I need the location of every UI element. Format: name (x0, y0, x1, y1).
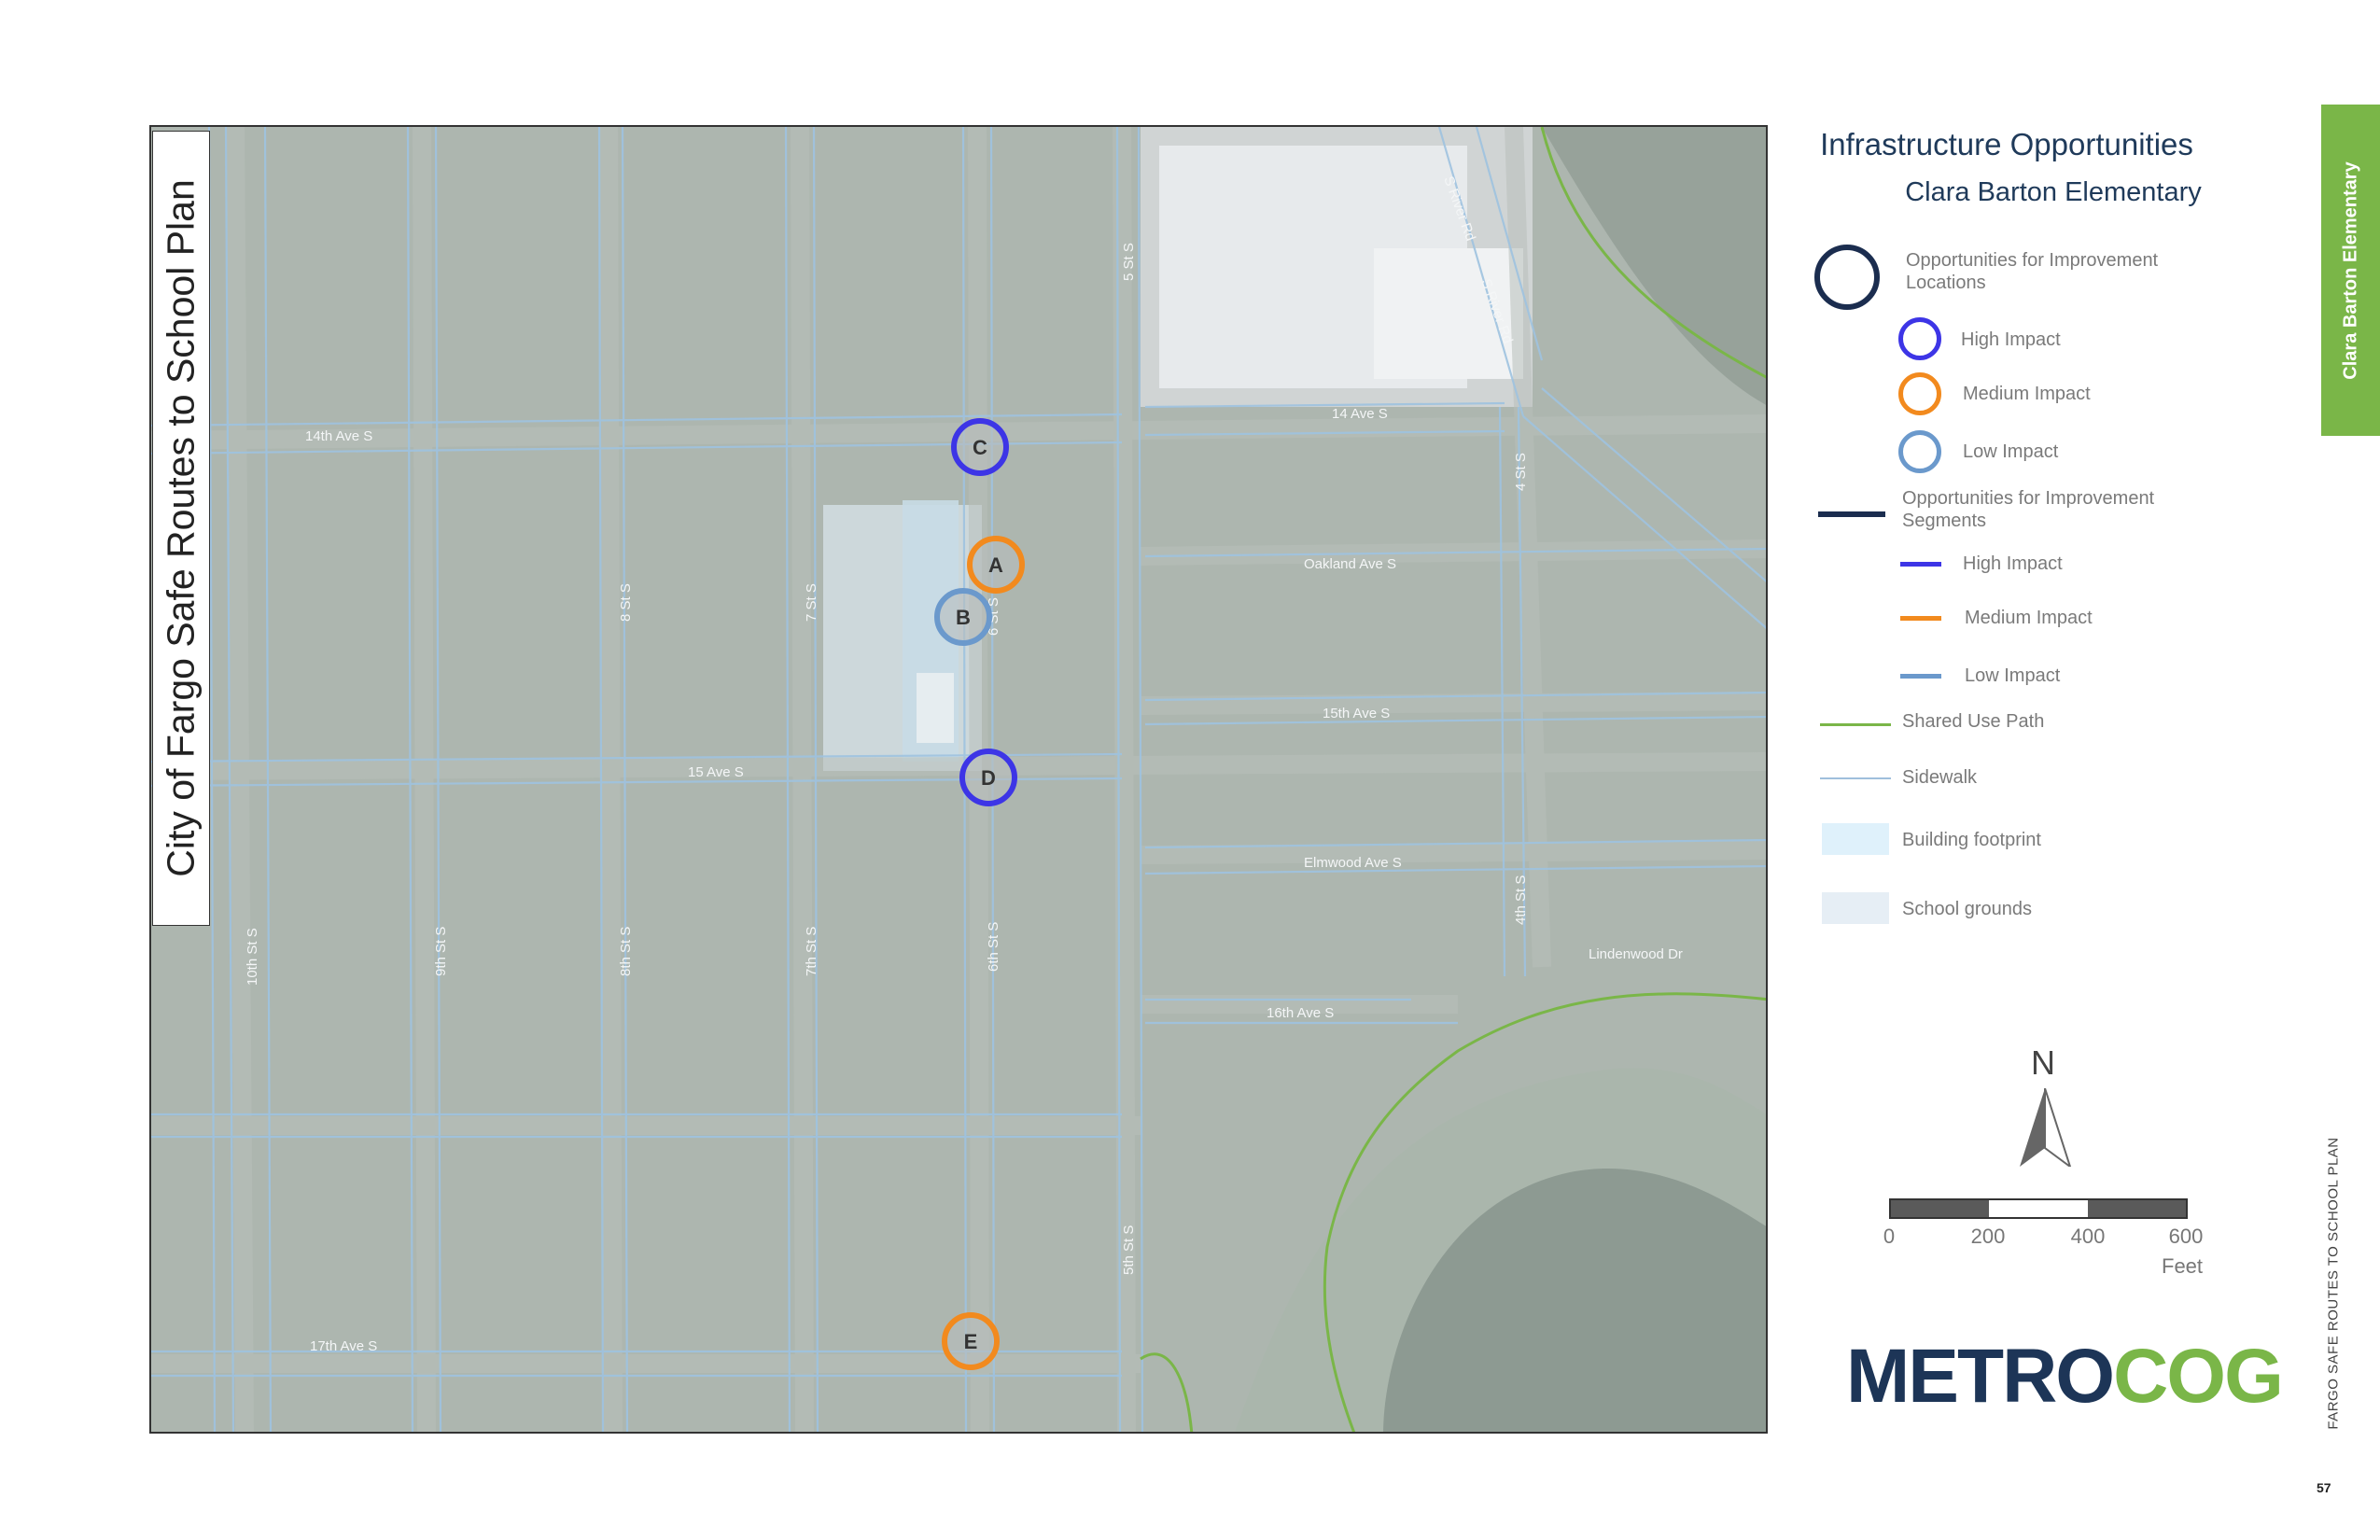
page-number: 57 (2317, 1480, 2331, 1495)
north-arrow-letter: N (2031, 1043, 2055, 1082)
legend-locations-symbol (1814, 245, 1880, 310)
label-7-st-north: 7 St S (804, 583, 819, 622)
legend-sidewalk: Sidewalk (1902, 767, 1978, 788)
legend-medium-impact-circle (1898, 372, 1941, 415)
legend-low-impact-circle (1898, 430, 1941, 473)
legend-school-grounds: School grounds (1902, 899, 2032, 919)
label-9th-st: 9th St S (433, 927, 449, 976)
label-5-st-north: 5 St S (1121, 243, 1137, 281)
label-6th-st-south: 6th St S (986, 922, 1001, 972)
logo-metro: METRO (1846, 1334, 2115, 1419)
legend-building-footprint-swatch (1822, 823, 1889, 855)
legend-high-impact-circle (1898, 317, 1941, 360)
legend-subtitle: Clara Barton Elementary (1905, 177, 2202, 207)
marker-e[interactable]: E (942, 1312, 1000, 1370)
marker-c-label: C (973, 436, 987, 459)
label-7th-st-south: 7th St S (804, 927, 819, 976)
school-building (917, 673, 954, 743)
scale-bar (1889, 1198, 2188, 1219)
marker-b-label: B (956, 606, 971, 629)
label-lindenwood-dr: Lindenwood Dr (1589, 946, 1683, 962)
aerial-map[interactable]: 14th Ave S 14 Ave S 15 Ave S 15th Ave S … (151, 127, 1768, 1434)
scale-tick-600: 600 (2168, 1225, 2204, 1248)
north-arrow-icon (2020, 1088, 2072, 1167)
legend-medium-impact: Medium Impact (1963, 384, 2091, 404)
legend-segments-symbol (1818, 511, 1885, 517)
legend-shared-use-line (1820, 723, 1891, 726)
legend-school-grounds-swatch (1822, 892, 1889, 924)
label-elmwood-ave: Elmwood Ave S (1304, 855, 1402, 871)
map-frame[interactable]: 14th Ave S 14 Ave S 15 Ave S 15th Ave S … (149, 125, 1768, 1434)
legend-sidewalk-line (1820, 777, 1891, 779)
label-14-ave-east: 14 Ave S (1332, 406, 1388, 422)
legend-segments-heading: Opportunities for Improvement Segments (1902, 488, 2155, 531)
scale-tick-0: 0 (1883, 1225, 1896, 1248)
label-15-ave-west: 15 Ave S (688, 764, 744, 780)
scale-tick-200: 200 (1970, 1225, 2006, 1248)
label-8-st-north: 8 St S (618, 583, 634, 622)
marker-a-label: A (988, 553, 1003, 577)
legend-title: Infrastructure Opportunities (1820, 127, 2193, 161)
shared-use-path (1140, 127, 1766, 1432)
label-4th-st-south: 4th St S (1513, 875, 1529, 925)
legend-shared-use-path: Shared Use Path (1902, 711, 2045, 732)
label-17th-ave: 17th Ave S (310, 1338, 377, 1354)
legend-seg-low-line (1900, 674, 1941, 679)
label-15th-ave-east: 15th Ave S (1323, 706, 1390, 721)
legend-seg-high-line (1900, 562, 1941, 567)
map-title-box: City of Fargo Safe Routes to School Plan (152, 131, 210, 926)
legend-low-impact: Low Impact (1963, 441, 2059, 462)
legend-high-impact: High Impact (1961, 329, 2061, 350)
marker-d[interactable]: D (959, 749, 1017, 806)
label-4-st-north: 4 St S (1513, 453, 1529, 491)
legend-seg-medium-line (1900, 616, 1941, 621)
marker-e-label: E (964, 1330, 978, 1353)
marker-c[interactable]: C (951, 418, 1009, 476)
label-5th-st-south: 5th St S (1121, 1225, 1137, 1275)
metrocog-logo: METROCOG (1846, 1333, 2284, 1421)
footer-doc-title: FARGO SAFE ROUTES TO SCHOOL PLAN (2315, 1120, 2352, 1447)
marker-a[interactable]: A (967, 536, 1025, 594)
sidewalks (151, 127, 1766, 1432)
footer-doc-title-text: FARGO SAFE ROUTES TO SCHOOL PLAN (2325, 1137, 2342, 1430)
legend-building-footprint: Building footprint (1902, 830, 2041, 850)
label-oakland-ave: Oakland Ave S (1304, 556, 1396, 572)
label-8th-st-south: 8th St S (618, 927, 634, 976)
scale-tick-400: 400 (2070, 1225, 2106, 1248)
river-corridor-north (1542, 127, 1766, 405)
river (1383, 1169, 1766, 1432)
section-tab-label: Clara Barton Elementary (2340, 161, 2360, 380)
scale-unit: Feet (2162, 1254, 2204, 1278)
label-16th-ave: 16th Ave S (1267, 1005, 1334, 1021)
label-14th-ave-west: 14th Ave S (305, 428, 372, 444)
legend-seg-high: High Impact (1963, 553, 2063, 574)
marker-d-label: D (981, 766, 996, 790)
building-footprint (1374, 248, 1523, 379)
section-tab[interactable]: Clara Barton Elementary (2321, 105, 2380, 436)
legend-seg-medium: Medium Impact (1965, 608, 2093, 628)
label-10th-st: 10th St S (245, 928, 260, 986)
map-title: City of Fargo Safe Routes to School Plan (159, 179, 203, 877)
logo-cog: COG (2113, 1334, 2284, 1419)
marker-b[interactable]: B (934, 588, 992, 646)
legend-locations-heading: Opportunities for Improvement Locations (1906, 250, 2159, 293)
legend-seg-low: Low Impact (1965, 665, 2061, 686)
